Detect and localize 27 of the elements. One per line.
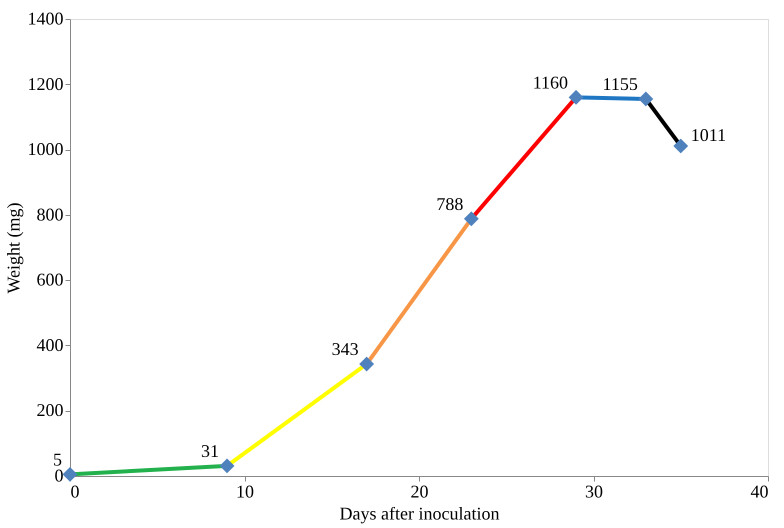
- data-label: 1011: [690, 124, 726, 145]
- point: [359, 356, 374, 372]
- y-axis-title: Weight (mg): [4, 202, 24, 294]
- point: [464, 211, 479, 226]
- x-tick-label: 10: [236, 482, 254, 502]
- y-tick-label: 1200: [28, 74, 64, 94]
- point: [638, 92, 654, 106]
- data-label: 31: [201, 440, 220, 461]
- point: [220, 458, 234, 474]
- y-tick-label: 1400: [28, 8, 64, 28]
- x-axis-title: Days after inoculation: [340, 504, 500, 524]
- y-tick-label: 600: [36, 270, 64, 290]
- y-tick-label: 200: [36, 400, 64, 420]
- point: [568, 90, 584, 105]
- data-label: 1160: [532, 72, 568, 92]
- data-label: 1155: [602, 74, 638, 94]
- y-tick-label: 400: [36, 334, 64, 355]
- x-tick-label: 20: [410, 482, 428, 502]
- x-tick-label: 40: [750, 482, 768, 502]
- point: [62, 466, 78, 482]
- x-tick-label: 30: [585, 482, 603, 502]
- point: [673, 138, 688, 154]
- data-label: 343: [332, 339, 359, 360]
- y-tick-label: 1000: [28, 139, 64, 160]
- y-tick-label: 800: [36, 204, 64, 224]
- data-label: 788: [436, 194, 464, 214]
- x-tick-label: 0: [70, 482, 80, 502]
